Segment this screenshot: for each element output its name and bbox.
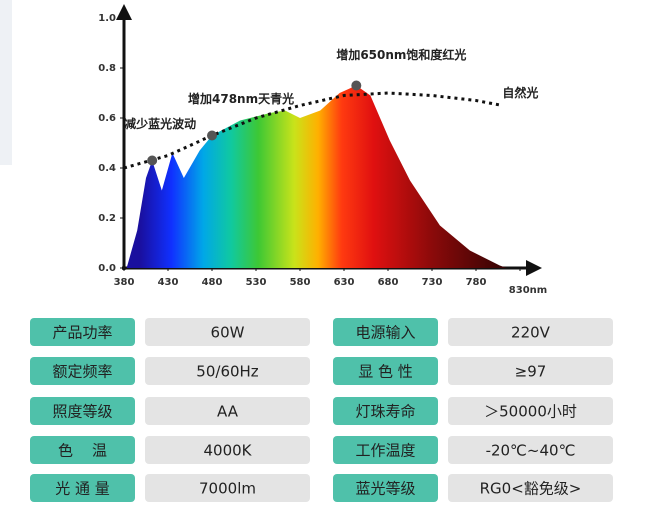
label-cell bbox=[30, 474, 135, 502]
y-tick-label: 0.2 bbox=[98, 213, 116, 224]
value-cell bbox=[448, 474, 613, 502]
label-cell bbox=[333, 318, 438, 346]
value-cell bbox=[145, 318, 310, 346]
x-tick-label: 530 bbox=[246, 277, 267, 288]
value-cell bbox=[448, 397, 613, 425]
label-cell bbox=[30, 318, 135, 346]
x-tick-label: 830nm bbox=[509, 285, 547, 296]
x-tick-label: 380 bbox=[114, 277, 135, 288]
value-cell bbox=[448, 357, 613, 385]
x-tick-label: 430 bbox=[158, 277, 179, 288]
value-text: 4000K bbox=[203, 442, 252, 460]
highlight-dot bbox=[351, 80, 362, 91]
value-cell bbox=[145, 397, 310, 425]
label-text: 显 色 性 bbox=[358, 363, 413, 381]
value-text: 50/60Hz bbox=[196, 363, 259, 381]
x-tick-label: 580 bbox=[290, 277, 311, 288]
annotation: 增加478nm天青光 bbox=[188, 91, 294, 106]
label-cell bbox=[30, 436, 135, 464]
label-text: 工作温度 bbox=[355, 442, 415, 460]
highlight-dot bbox=[147, 155, 158, 166]
x-tick-label: 680 bbox=[378, 277, 399, 288]
annotation: 增加650nm饱和度红光 bbox=[336, 47, 466, 62]
value-text: 60W bbox=[211, 324, 245, 342]
label-cell bbox=[333, 474, 438, 502]
x-tick-label: 630 bbox=[334, 277, 355, 288]
label-text: 蓝光等级 bbox=[355, 480, 415, 498]
y-tick-label: 0.4 bbox=[98, 163, 116, 174]
value-text: AA bbox=[217, 403, 239, 421]
value-text: 220V bbox=[511, 324, 551, 342]
label-cell bbox=[333, 397, 438, 425]
label-text: 光 通 量 bbox=[55, 480, 110, 498]
x-tick-label: 730 bbox=[422, 277, 443, 288]
label-text: 产品功率 bbox=[52, 324, 112, 342]
value-cell bbox=[448, 436, 613, 464]
y-tick-label: 0.6 bbox=[98, 113, 116, 124]
label-text: 照度等级 bbox=[52, 403, 112, 421]
value-cell bbox=[145, 357, 310, 385]
value-cell bbox=[448, 318, 613, 346]
label-text: 灯珠寿命 bbox=[355, 403, 415, 421]
value-text: ≥97 bbox=[515, 363, 547, 381]
value-text: ＞50000小时 bbox=[484, 403, 577, 421]
value-cell bbox=[145, 436, 310, 464]
label-cell bbox=[30, 357, 135, 385]
label-cell bbox=[333, 357, 438, 385]
value-text: -20℃~40℃ bbox=[486, 442, 576, 460]
highlight-dot bbox=[207, 130, 217, 141]
x-tick-label: 780 bbox=[466, 277, 487, 288]
label-text: 电源输入 bbox=[355, 324, 415, 342]
x-tick-label: 480 bbox=[202, 277, 223, 288]
label-text: 额定频率 bbox=[52, 363, 112, 381]
side-strip bbox=[0, 0, 12, 165]
x-arrow bbox=[526, 260, 542, 276]
value-text: 7000lm bbox=[199, 480, 256, 498]
y-tick-label: 0.0 bbox=[98, 263, 116, 274]
y-arrow bbox=[116, 4, 132, 20]
label-text: 色 温 bbox=[58, 442, 107, 460]
legend-label: 自然光 bbox=[502, 85, 538, 100]
label-cell bbox=[333, 436, 438, 464]
spectrum-area bbox=[126, 85, 507, 268]
annotation: 减少蓝光波动 bbox=[124, 116, 196, 131]
y-tick-label: 1.0 bbox=[98, 13, 116, 24]
value-text: RG0<豁免级> bbox=[480, 480, 582, 498]
value-cell bbox=[145, 474, 310, 502]
y-tick-label: 0.8 bbox=[98, 63, 116, 74]
label-cell bbox=[30, 397, 135, 425]
